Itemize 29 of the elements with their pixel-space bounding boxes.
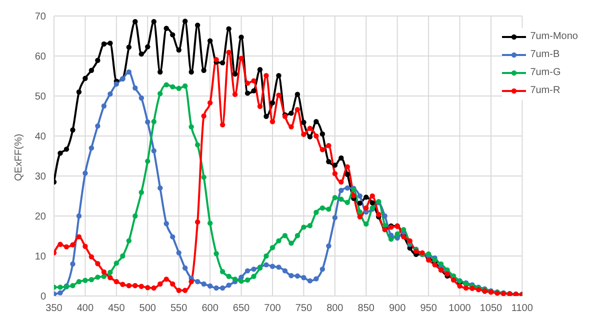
- x-tick-label: 1000: [448, 303, 472, 314]
- x-tick-label: 900: [388, 303, 406, 314]
- y-tick-label: 60: [34, 52, 46, 63]
- x-tick-label: 750: [295, 303, 312, 314]
- legend-label: 7um-B: [530, 48, 560, 62]
- y-axis-title: QExFF(%): [14, 134, 25, 181]
- x-tick-label: 950: [420, 303, 438, 314]
- y-tick-label: 10: [34, 252, 46, 263]
- y-tick-label: 40: [34, 132, 46, 143]
- y-tick-label: 70: [34, 12, 46, 23]
- x-tick-label: 650: [232, 303, 250, 314]
- x-tick-label: 700: [264, 303, 282, 314]
- x-tick-label: 550: [170, 303, 188, 314]
- x-tick-label: 1100: [511, 303, 534, 314]
- x-tick-label: 1050: [480, 303, 503, 314]
- x-tick-label: 350: [46, 303, 63, 314]
- y-tick-label: 20: [34, 212, 46, 223]
- x-tick-label: 800: [326, 303, 344, 314]
- y-tick-label: 30: [34, 172, 46, 183]
- x-tick-label: 500: [139, 303, 156, 314]
- x-tick-label: 850: [358, 303, 375, 314]
- y-tick-label: 50: [34, 92, 46, 103]
- x-tick-label: 450: [108, 303, 126, 314]
- x-tick-label: 600: [202, 303, 219, 314]
- x-tick-label: 400: [76, 303, 94, 314]
- y-tick-label: 0: [40, 292, 46, 303]
- legend-label: 7um-G: [530, 66, 561, 80]
- legend-label: 7um-R: [530, 84, 560, 98]
- legend-label: 7um-Mono: [530, 30, 578, 44]
